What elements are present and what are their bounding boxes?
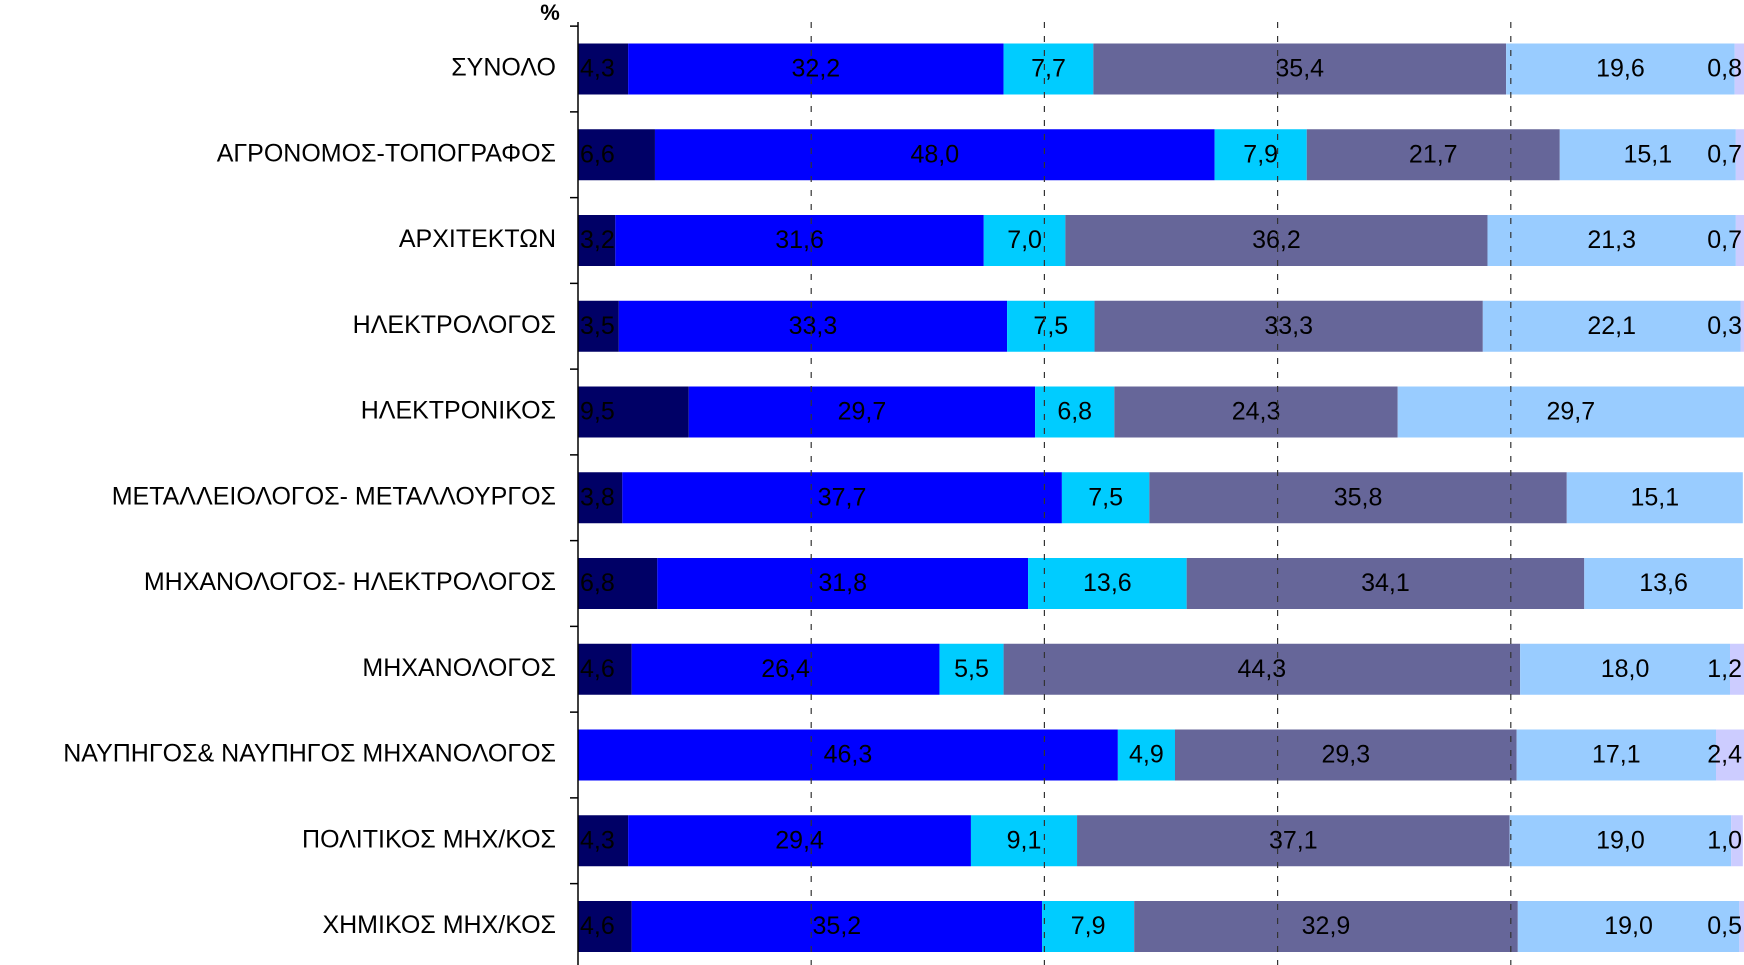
value-label: 6,6	[580, 140, 615, 168]
category-label: ΗΛΕΚΤΡΟΛΟΓΟΣ	[353, 311, 556, 339]
value-label: 4,6	[580, 655, 615, 683]
value-label: 0,8	[1707, 55, 1742, 83]
category-label: ΣΥΝΟΛΟ	[451, 54, 556, 82]
value-label: 1,0	[1707, 826, 1742, 854]
value-label: 1,2	[1707, 655, 1742, 683]
value-label: 15,1	[1623, 140, 1672, 168]
category-label: ΗΛΕΚΤΡΟΝΙΚΟΣ	[361, 397, 556, 425]
value-label: 26,4	[761, 655, 810, 683]
value-label: 21,7	[1409, 140, 1458, 168]
value-label: 3,8	[580, 483, 615, 511]
value-label: 29,7	[838, 398, 887, 426]
value-label: 32,9	[1302, 912, 1351, 940]
value-label: 34,1	[1361, 569, 1410, 597]
value-label: 3,5	[580, 312, 615, 340]
value-label: 0,5	[1707, 912, 1742, 940]
value-label: 44,3	[1238, 655, 1287, 683]
value-label: 33,3	[1264, 312, 1313, 340]
category-label: ΜΗΧΑΝΟΛΟΓΟΣ	[362, 654, 556, 682]
category-label: ΧΗΜΙΚΟΣ ΜΗΧ/ΚΟΣ	[322, 911, 556, 939]
value-label: 24,3	[1232, 398, 1281, 426]
value-label: 32,2	[792, 55, 841, 83]
value-label: 22,1	[1587, 312, 1636, 340]
value-label: 19,0	[1604, 912, 1653, 940]
value-label: 7,7	[1031, 55, 1066, 83]
category-label: ΑΓΡΟΝΟΜΟΣ-ΤΟΠΟΓΡΑΦΟΣ	[217, 139, 556, 167]
value-label: 4,9	[1129, 741, 1164, 769]
value-label: 6,8	[580, 569, 615, 597]
value-label: 7,5	[1033, 312, 1068, 340]
value-label: 7,9	[1243, 140, 1278, 168]
category-label: ΠΟΛΙΤΙΚΟΣ ΜΗΧ/ΚΟΣ	[302, 825, 556, 853]
value-label: 15,1	[1630, 483, 1679, 511]
value-label: 4,6	[580, 912, 615, 940]
value-label: 5,5	[954, 655, 989, 683]
value-label: 18,0	[1601, 655, 1650, 683]
value-label: 36,2	[1252, 226, 1301, 254]
value-label: 13,6	[1639, 569, 1688, 597]
value-label: 0,7	[1707, 226, 1742, 254]
value-label: 31,6	[775, 226, 824, 254]
value-label: 19,6	[1596, 55, 1645, 83]
value-label: 17,1	[1592, 741, 1641, 769]
value-label: 9,5	[580, 398, 615, 426]
value-label: 4,3	[580, 55, 615, 83]
value-label: 46,3	[824, 741, 873, 769]
value-label: 2,4	[1707, 741, 1742, 769]
category-label: ΜΗΧΑΝΟΛΟΓΟΣ- ΗΛΕΚΤΡΟΛΟΓΟΣ	[144, 568, 556, 596]
value-label: 37,1	[1269, 826, 1318, 854]
category-label: ΝΑΥΠΗΓΟΣ& ΝΑΥΠΗΓΟΣ ΜΗΧΑΝΟΛΟΓΟΣ	[63, 740, 556, 768]
value-label: 33,3	[789, 312, 838, 340]
value-label: 4,3	[580, 826, 615, 854]
value-label: 31,8	[818, 569, 867, 597]
value-label: 7,5	[1088, 483, 1123, 511]
value-label: 35,8	[1334, 483, 1383, 511]
value-label: 37,7	[818, 483, 867, 511]
value-label: 21,3	[1587, 226, 1636, 254]
value-label: 48,0	[910, 140, 959, 168]
value-label: 0,3	[1707, 312, 1742, 340]
category-label: ΜΕΤΑΛΛΕΙΟΛΟΓΟΣ- ΜΕΤΑΛΛΟΥΡΓΟΣ	[112, 482, 556, 510]
value-label: 9,1	[1007, 826, 1042, 854]
value-label: 35,4	[1275, 55, 1324, 83]
value-label: 29,3	[1321, 741, 1370, 769]
x-unit-label: %	[540, 0, 560, 25]
value-label: 35,2	[813, 912, 862, 940]
value-label: 13,6	[1083, 569, 1132, 597]
value-label: 29,4	[775, 826, 824, 854]
value-label: 7,0	[1007, 226, 1042, 254]
category-label: ΑΡΧΙΤΕΚΤΩΝ	[399, 225, 556, 253]
value-label: 6,8	[1057, 398, 1092, 426]
value-label: 19,0	[1596, 826, 1645, 854]
value-label: 0,7	[1707, 140, 1742, 168]
value-label: 3,2	[580, 226, 615, 254]
value-label: 29,7	[1547, 398, 1596, 426]
chart: % ΣΥΝΟΛΟ 4,3 32,2 7,7 35,4 19,6 0,8 ΑΓΡΟΝΟΜΟΣ-Τ…	[0, 0, 1744, 965]
value-label: 7,9	[1071, 912, 1106, 940]
